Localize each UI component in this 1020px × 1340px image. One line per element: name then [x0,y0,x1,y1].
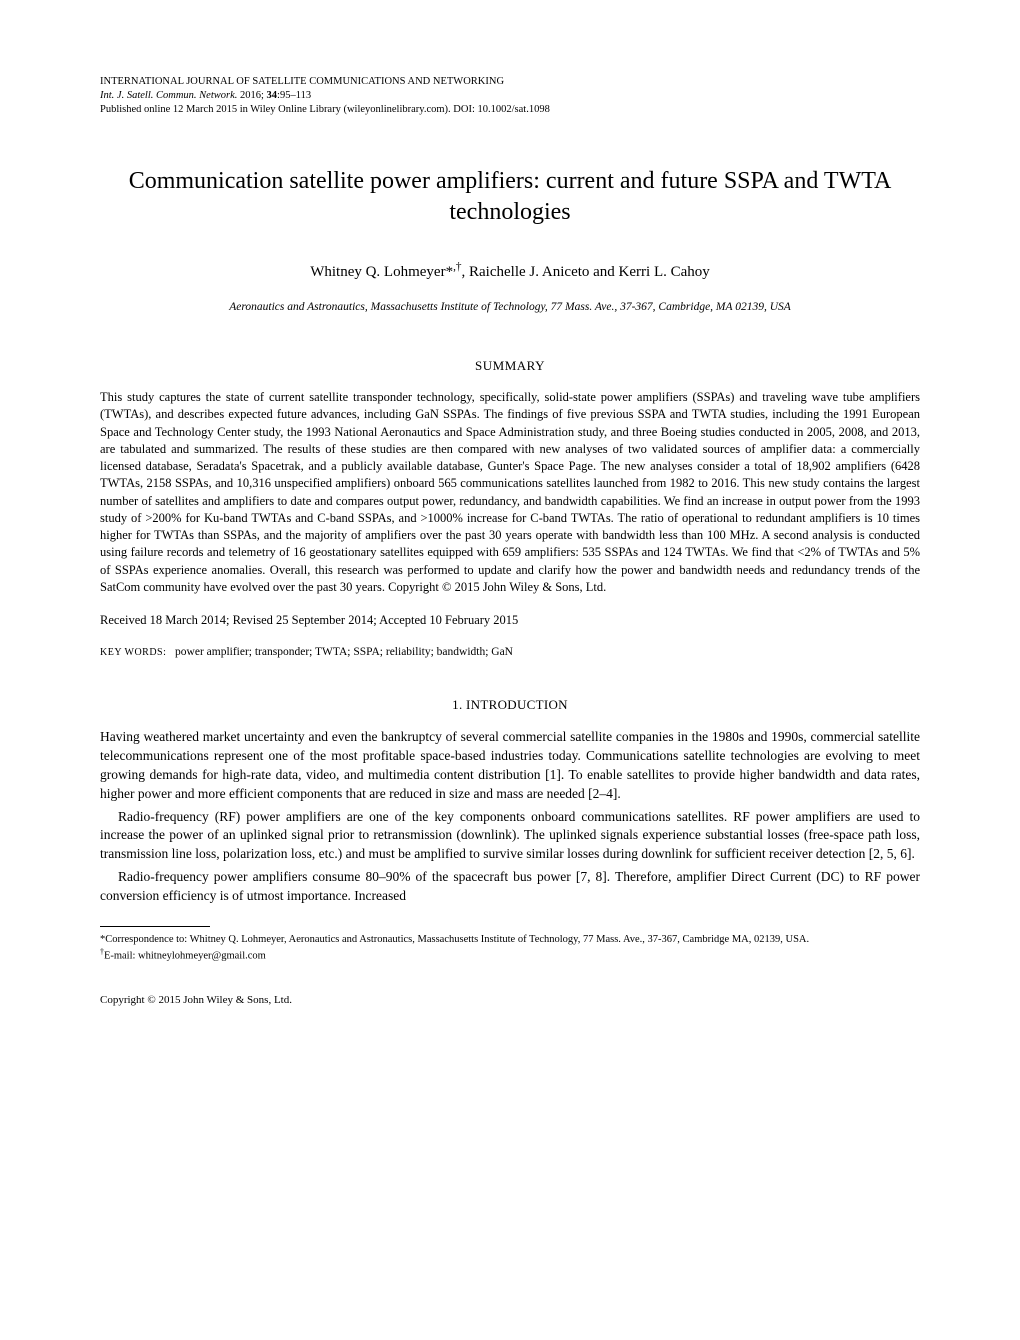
journal-year: 2016; [237,90,266,101]
intro-para-1: Having weathered market uncertainty and … [100,728,920,804]
authors-text: Whitney Q. Lohmeyer*,†, Raichelle J. Ani… [310,264,710,280]
footnote-correspondence: *Correspondence to: Whitney Q. Lohmeyer,… [100,933,920,947]
intro-para-2: Radio-frequency (RF) power amplifiers ar… [100,808,920,865]
journal-pages: :95–113 [277,90,311,101]
journal-doi: Published online 12 March 2015 in Wiley … [100,103,920,117]
footnote-rule [100,926,210,927]
journal-citation: Int. J. Satell. Commun. Network. 2016; 3… [100,89,920,103]
footnote-email: †E-mail: whitneylohmeyer@gmail.com [100,947,920,963]
summary-heading: SUMMARY [100,357,920,375]
copyright: Copyright © 2015 John Wiley & Sons, Ltd. [100,993,920,1008]
introduction-heading: 1. INTRODUCTION [100,696,920,714]
article-title: Communication satellite power amplifiers… [100,166,920,228]
intro-para-3: Radio-frequency power amplifiers consume… [100,868,920,906]
keywords-values: power amplifier; transponder; TWTA; SSPA… [175,646,513,658]
journal-abbrev: Int. J. Satell. Commun. Network. [100,90,237,101]
keywords: KEY WORDS: power amplifier; transponder;… [100,644,920,660]
keywords-label: KEY WORDS: [100,647,166,658]
author-list: Whitney Q. Lohmeyer*,†, Raichelle J. Ani… [100,260,920,283]
affiliation: Aeronautics and Astronautics, Massachuse… [100,299,920,315]
journal-header: INTERNATIONAL JOURNAL OF SATELLITE COMMU… [100,75,920,118]
footnote-email-text: E-mail: whitneylohmeyer@gmail.com [104,950,266,961]
journal-volume: 34 [267,90,278,101]
journal-name: INTERNATIONAL JOURNAL OF SATELLITE COMMU… [100,75,920,89]
abstract-body: This study captures the state of current… [100,389,920,596]
received-dates: Received 18 March 2014; Revised 25 Septe… [100,612,920,630]
